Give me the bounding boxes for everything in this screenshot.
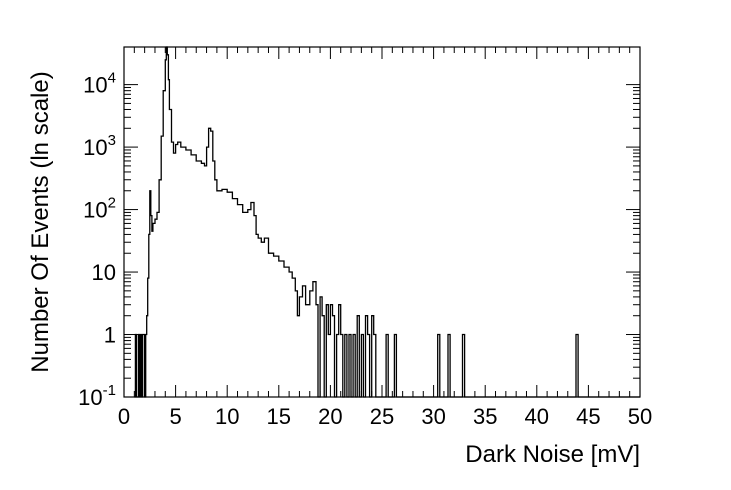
- x-tick-label: 35: [473, 404, 497, 429]
- x-tick-label: 10: [215, 404, 239, 429]
- x-tick-label: 15: [267, 404, 291, 429]
- y-tick-label: 102: [83, 195, 116, 223]
- histogram-line: [134, 46, 640, 398]
- y-tick-label: 10: [92, 260, 116, 285]
- x-axis-label: Dark Noise [mV]: [465, 441, 640, 468]
- x-tick-label: 45: [576, 404, 600, 429]
- x-tick-label: 25: [370, 404, 394, 429]
- x-tick-label: 20: [318, 404, 342, 429]
- plot-frame: [123, 46, 641, 398]
- y-tick-label: 103: [83, 132, 116, 160]
- y-ticks: 10-1 1 10 102 103 104: [78, 70, 640, 410]
- x-tick-label: 5: [169, 404, 181, 429]
- x-tick-label: 50: [628, 404, 652, 429]
- x-tick-label: 30: [421, 404, 445, 429]
- x-tick-label: 40: [525, 404, 549, 429]
- y-tick-label: 10-1: [78, 382, 116, 410]
- y-axis-label: Number Of Events (ln scale): [27, 71, 54, 372]
- x-tick-label: 0: [118, 404, 130, 429]
- y-tick-label: 104: [83, 70, 116, 98]
- x-ticks: 0 5 10 15 20 25 30 35 40 45 50: [118, 47, 652, 429]
- y-tick-label: 1: [104, 323, 116, 348]
